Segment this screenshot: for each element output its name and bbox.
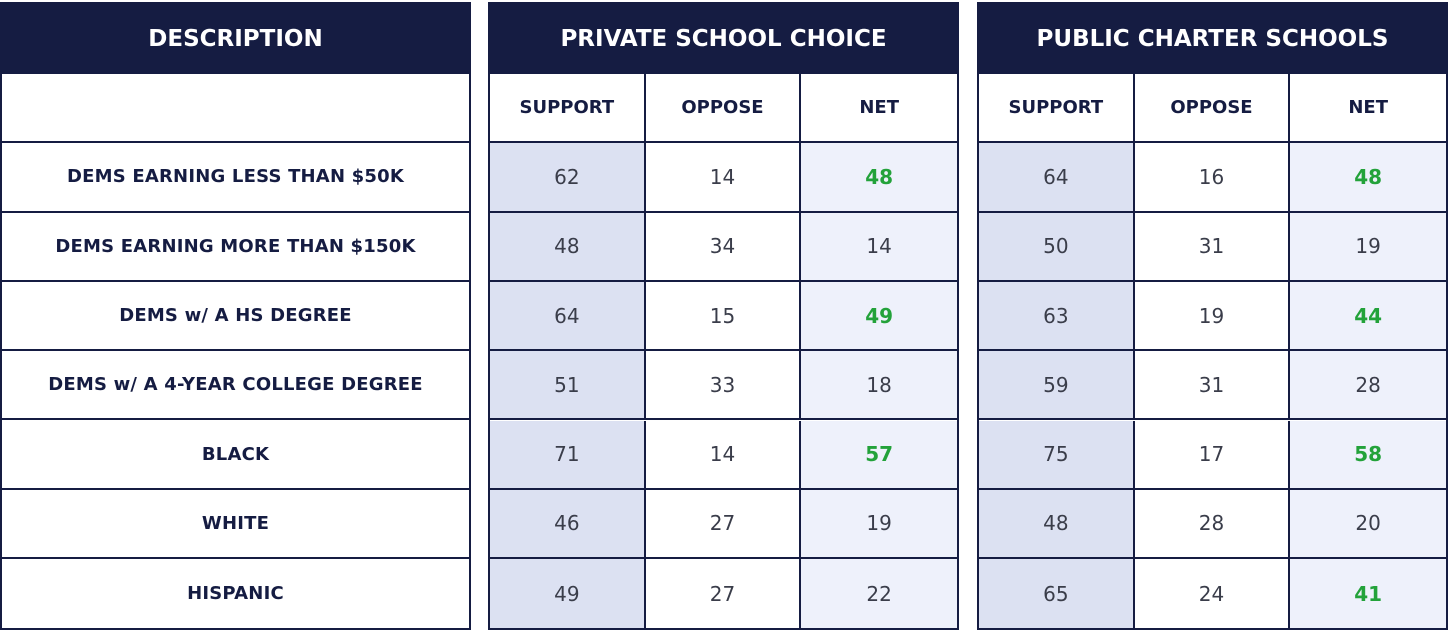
value-cell: 22 [801, 559, 957, 629]
row-label: DEMS EARNING LESS THAN $50K [2, 143, 469, 213]
row-label: DEMS w/ A HS DEGREE [2, 282, 469, 352]
value-cell: 14 [801, 212, 957, 282]
value-cell: 48 [1290, 143, 1446, 213]
value-cell: 19 [801, 489, 957, 560]
value-cell: 15 [645, 281, 802, 352]
value-cell: 24 [1135, 559, 1291, 629]
column-header: NET [1290, 74, 1446, 144]
value-cell: 50 [979, 212, 1135, 282]
value-cell: 17 [1134, 420, 1291, 490]
row-label: WHITE [2, 490, 469, 560]
value-cell: 27 [646, 559, 802, 629]
value-cell: 31 [1134, 351, 1291, 421]
value-cell: 41 [1290, 559, 1446, 629]
group-panel: PRIVATE SCHOOL CHOICE SUPPORT OPPOSE NET 62 1… [488, 2, 959, 631]
value-cell: 46 [490, 489, 646, 560]
value-cell: 18 [801, 351, 957, 421]
value-cell: 64 [979, 143, 1135, 213]
value-cell: 49 [801, 281, 957, 352]
value-cell: 65 [979, 559, 1135, 629]
value-cell: 75 [979, 420, 1135, 490]
header: PUBLIC CHARTER SCHOOLS [979, 4, 1446, 74]
value-cell: 44 [1290, 281, 1446, 352]
value-cell: 14 [645, 143, 802, 213]
value-cell: 71 [490, 420, 646, 490]
group-panel: PUBLIC CHARTER SCHOOLS SUPPORT OPPOSE NET 64… [977, 2, 1448, 631]
value-cell: 16 [1134, 143, 1291, 213]
column-header: OPPOSE [645, 74, 802, 144]
value-cell: 48 [979, 489, 1135, 560]
row-label: HISPANIC [187, 583, 284, 605]
value-cell: 62 [490, 143, 646, 213]
header: DESCRIPTION [2, 4, 469, 74]
value-cell: 63 [979, 281, 1135, 352]
value-cell: 58 [1290, 420, 1446, 490]
value-cell: 51 [490, 351, 646, 421]
value-cell: 59 [979, 351, 1135, 421]
row-label: BLACK [2, 421, 469, 490]
value-cell: 34 [645, 212, 802, 282]
value-cell: 49 [490, 559, 646, 629]
value-cell: 28 [1290, 351, 1446, 421]
value-cell: 64 [490, 281, 646, 352]
value-cell: 20 [1290, 489, 1446, 560]
value-cell: 27 [645, 489, 802, 560]
column-header: OPPOSE [1134, 74, 1291, 144]
value-cell: 33 [645, 351, 802, 421]
column-header: SUPPORT [490, 74, 646, 144]
header: PRIVATE SCHOOL CHOICE [490, 4, 957, 74]
value-cell: 31 [1134, 212, 1291, 282]
blank-cell [2, 74, 469, 144]
column-header: SUPPORT [979, 74, 1135, 144]
column-header: NET [801, 74, 957, 144]
value-cell: 19 [1290, 212, 1446, 282]
description-panel: DESCRIPTION DEMS EARNING LESS THAN $50K DE… [0, 2, 471, 631]
value-cell: 48 [490, 212, 646, 282]
value-cell: 19 [1134, 281, 1291, 352]
row-label: DEMS w/ A 4-YEAR COLLEGE DEGREE [2, 351, 469, 421]
value-cell: 28 [1134, 489, 1291, 560]
value-cell: 48 [801, 143, 957, 213]
row-label: DEMS EARNING MORE THAN $150K [2, 213, 469, 282]
value-cell: 14 [645, 420, 802, 490]
value-cell: 57 [801, 420, 957, 490]
